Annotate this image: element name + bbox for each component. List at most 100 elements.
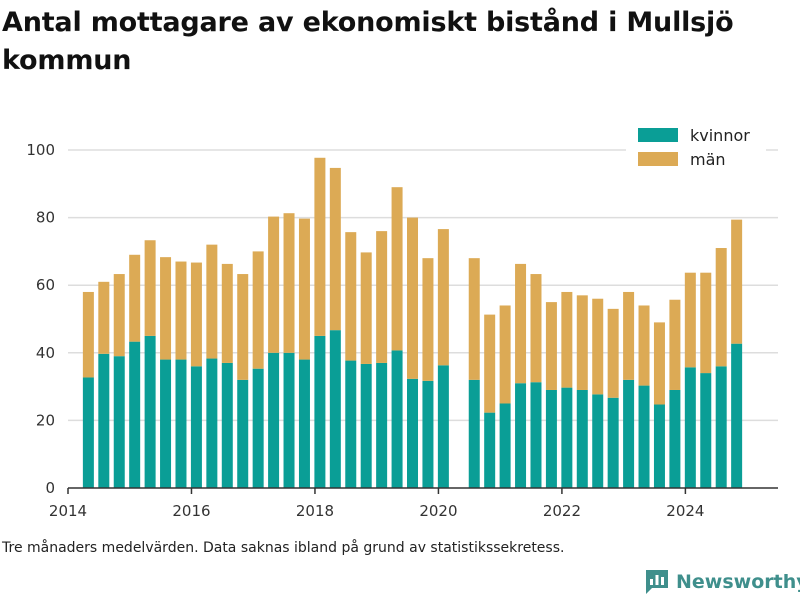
bar-män — [206, 244, 218, 359]
bar-män — [530, 274, 542, 383]
x-tick-label: 2022 — [543, 502, 581, 520]
axes: 0 20 40 60 80 100 2014 2016 2018 2020 2022 2024 — [26, 141, 778, 520]
newsworthy-logo-icon — [646, 570, 668, 594]
bar-män — [252, 251, 264, 369]
bar-män — [545, 302, 557, 390]
chart-note: Tre månaders medelvärden. Data saknas ib… — [2, 540, 565, 556]
x-tick-label: 2016 — [172, 502, 210, 520]
bar-män — [700, 272, 712, 374]
bar-kvinnor — [345, 360, 357, 488]
bar-kvinnor — [437, 365, 449, 488]
legend-swatch-män — [638, 152, 678, 166]
x-tick-label: 2024 — [666, 502, 704, 520]
bar-kvinnor — [669, 389, 681, 488]
bar-kvinnor — [391, 350, 403, 488]
bar-kvinnor — [592, 394, 604, 488]
bar-kvinnor — [515, 383, 527, 488]
bar-män — [129, 254, 141, 342]
bar-män — [360, 252, 372, 364]
bar-män — [422, 258, 434, 381]
bar-kvinnor — [484, 412, 496, 488]
bar-män — [669, 299, 681, 390]
bar-män — [314, 157, 326, 336]
bar-män — [298, 218, 310, 360]
bar-kvinnor — [298, 359, 310, 488]
bar-kvinnor — [314, 335, 326, 488]
bar-kvinnor — [638, 385, 650, 488]
bar-kvinnor — [700, 373, 712, 488]
bar-män — [515, 263, 527, 384]
bar-kvinnor — [576, 389, 588, 488]
bar-kvinnor — [283, 352, 295, 488]
y-tick-label: 20 — [36, 411, 55, 429]
bar-män — [468, 258, 480, 380]
bar-män — [345, 232, 357, 361]
bar-kvinnor — [144, 335, 156, 488]
bar-män — [731, 219, 743, 344]
y-tick-label: 80 — [36, 209, 55, 227]
bar-kvinnor — [113, 356, 125, 488]
bar-kvinnor — [237, 379, 249, 488]
x-tick-label: 2020 — [419, 502, 457, 520]
bars — [82, 157, 743, 488]
bar-män — [499, 305, 511, 404]
bar-män — [684, 272, 696, 368]
bar-kvinnor — [175, 359, 187, 488]
bar-män — [160, 257, 172, 360]
bar-kvinnor — [530, 382, 542, 488]
bar-män — [144, 240, 156, 336]
bar-kvinnor — [98, 353, 110, 488]
bar-män — [268, 216, 280, 353]
bar-kvinnor — [329, 330, 341, 488]
bar-kvinnor — [561, 387, 573, 488]
legend-label-kvinnor: kvinnor — [690, 126, 750, 145]
bar-kvinnor — [468, 379, 480, 488]
bar-kvinnor — [360, 363, 372, 488]
brand-logo: Newsworthy — [644, 568, 800, 596]
bar-män — [376, 231, 388, 363]
bar-män — [576, 295, 588, 390]
bar-kvinnor — [653, 404, 665, 488]
bar-kvinnor — [499, 403, 511, 488]
bar-män — [561, 291, 573, 388]
bar-män — [638, 305, 650, 386]
bar-män — [607, 308, 619, 398]
legend-swatch-kvinnor — [638, 128, 678, 142]
bar-män — [190, 262, 202, 367]
bar-män — [592, 298, 604, 395]
bar-kvinnor — [684, 367, 696, 488]
bar-kvinnor — [268, 352, 280, 488]
bar-kvinnor — [206, 358, 218, 488]
legend: kvinnor män — [626, 122, 766, 178]
bar-kvinnor — [190, 366, 202, 488]
bar-män — [653, 322, 665, 405]
x-tick-label: 2014 — [49, 502, 87, 520]
bar-kvinnor — [252, 368, 264, 488]
bar-män — [221, 263, 233, 363]
bar-män — [113, 274, 125, 357]
bar-män — [437, 229, 449, 366]
bar-kvinnor — [129, 341, 141, 488]
y-tick-label: 60 — [36, 276, 55, 294]
bar-kvinnor — [715, 366, 727, 488]
bar-män — [175, 261, 187, 360]
y-tick-label: 40 — [36, 344, 55, 362]
bar-män — [407, 217, 419, 379]
chart-area: 0 20 40 60 80 100 2014 2016 2018 2020 2022 2024 kvi… — [26, 122, 778, 520]
chart-title: Antal mottagare av ekonomiskt bistånd i … — [2, 7, 734, 76]
y-tick-label: 100 — [26, 141, 55, 159]
bar-kvinnor — [607, 397, 619, 488]
bar-kvinnor — [545, 389, 557, 488]
bar-män — [82, 291, 94, 378]
bar-män — [98, 281, 110, 354]
legend-label-män: män — [690, 150, 726, 169]
bar-män — [329, 167, 341, 331]
bar-män — [283, 213, 295, 353]
bar-kvinnor — [731, 343, 743, 488]
bar-kvinnor — [623, 379, 635, 488]
bar-kvinnor — [422, 380, 434, 488]
bar-kvinnor — [82, 377, 94, 488]
bar-kvinnor — [376, 362, 388, 488]
x-tick-label: 2018 — [296, 502, 334, 520]
bar-män — [484, 314, 496, 413]
